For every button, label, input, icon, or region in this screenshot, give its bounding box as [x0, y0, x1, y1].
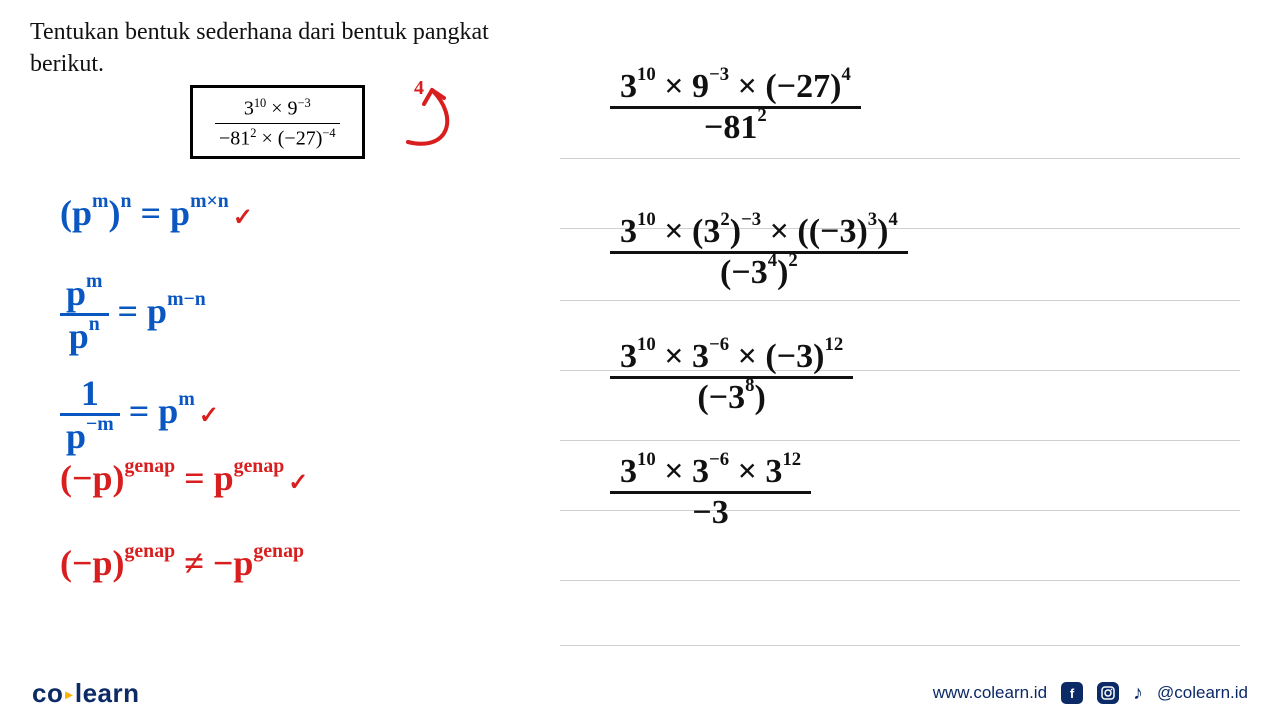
facebook-icon: f: [1061, 682, 1083, 704]
work-step: 310 × 9−3 × (−27)4−812: [610, 70, 861, 145]
arrow-label: 4: [414, 80, 424, 99]
ruled-line: [560, 158, 1240, 159]
problem-line2: berikut.: [30, 51, 104, 77]
move-arrow: 4: [400, 80, 470, 170]
rule-item: pmpn = pm−n: [60, 275, 206, 354]
work-step: 310 × (32)−3 × ((−3)3)4(−34)2: [610, 215, 908, 290]
boxed-numerator: 310 × 9−3: [215, 96, 340, 121]
rule-item: (−p)genap = pgenap✓: [60, 460, 308, 496]
logo: co▸learn: [32, 678, 140, 709]
boxed-expression: 310 × 9−3 −812 × (−27)−4: [190, 85, 365, 159]
footer: co▸learn www.colearn.id f ♪ @colearn.id: [0, 666, 1280, 720]
logo-left: co: [32, 678, 63, 708]
boxed-denominator: −812 × (−27)−4: [215, 126, 340, 151]
rule-item: (−p)genap ≠ −pgenap: [60, 545, 304, 581]
rule-item: (pm)n = pm×n✓: [60, 195, 253, 231]
problem-line1: Tentukan bentuk sederhana dari bentuk pa…: [30, 19, 489, 45]
rule-item: 1p−m = pm✓: [60, 375, 219, 454]
problem-text: Tentukan bentuk sederhana dari bentuk pa…: [30, 16, 489, 81]
tiktok-icon: ♪: [1133, 682, 1143, 705]
ruled-line: [560, 580, 1240, 581]
ruled-line: [560, 300, 1240, 301]
logo-dot-icon: ▸: [63, 686, 75, 702]
ruled-line: [560, 440, 1240, 441]
ruled-line: [560, 645, 1240, 646]
work-step: 310 × 3−6 × 312−3: [610, 455, 811, 530]
boxed-fraction: 310 × 9−3 −812 × (−27)−4: [215, 96, 340, 150]
footer-handle: @colearn.id: [1157, 683, 1248, 703]
logo-right: learn: [75, 678, 140, 708]
footer-url: www.colearn.id: [933, 683, 1047, 703]
work-step: 310 × 3−6 × (−3)12(−38): [610, 340, 853, 415]
footer-right: www.colearn.id f ♪ @colearn.id: [933, 682, 1248, 705]
instagram-icon: [1097, 682, 1119, 704]
page: Tentukan bentuk sederhana dari bentuk pa…: [0, 0, 1280, 720]
